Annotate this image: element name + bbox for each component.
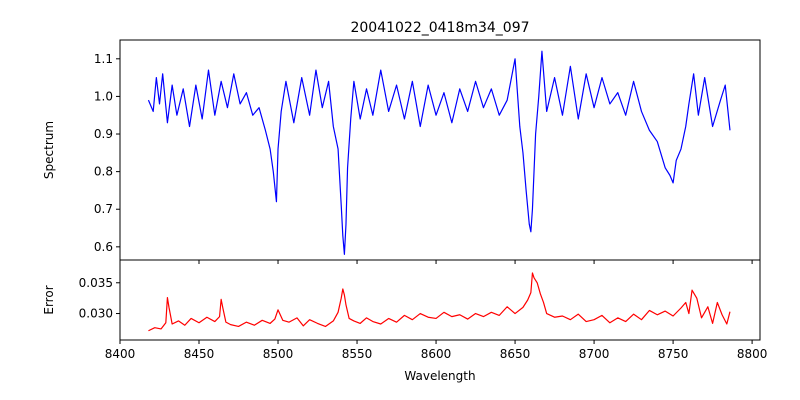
error-y-axis-label: Error xyxy=(42,285,56,314)
error-x-tick-label: 8800 xyxy=(737,347,768,361)
spectrum-y-axis-label: Spectrum xyxy=(42,121,56,179)
error-x-tick-label: 8750 xyxy=(658,347,689,361)
spectrum-y-tick-label: 0.7 xyxy=(94,202,113,216)
error-x-tick-label: 8600 xyxy=(421,347,452,361)
error-x-tick-label: 8450 xyxy=(184,347,215,361)
spectrum-y-tick-label: 0.8 xyxy=(94,165,113,179)
spectrum-y-tick-label: 0.6 xyxy=(94,240,113,254)
spectrum-y-axis-ticks: 0.6 0.7 0.8 0.9 1.0 1.1 xyxy=(94,52,120,254)
error-y-tick-label: 0.035 xyxy=(79,276,113,290)
spectrum-y-tick-label: 0.9 xyxy=(94,127,113,141)
spectrum-y-tick-label: 1.1 xyxy=(94,52,113,66)
error-x-tick-label: 8550 xyxy=(342,347,373,361)
spectrum-y-tick-label: 1.0 xyxy=(94,89,113,103)
error-series-line xyxy=(148,272,731,332)
error-x-axis-ticks: 8400 8450 8500 8550 8600 8650 8700 8750 8800 xyxy=(105,340,768,361)
error-x-tick-label: 8500 xyxy=(263,347,294,361)
error-x-tick-label: 8650 xyxy=(500,347,531,361)
error-axes-frame xyxy=(119,259,761,341)
error-y-tick-label: 0.030 xyxy=(79,307,113,321)
error-y-axis-ticks: 0.030 0.035 xyxy=(79,276,120,321)
spectrum-series-line xyxy=(147,50,731,255)
error-x-tick-label: 8700 xyxy=(579,347,610,361)
chart-title: 20041022_0418m34_097 xyxy=(350,20,529,36)
wavelength-x-axis-label: Wavelength xyxy=(404,369,475,383)
error-x-tick-label: 8400 xyxy=(105,347,136,361)
